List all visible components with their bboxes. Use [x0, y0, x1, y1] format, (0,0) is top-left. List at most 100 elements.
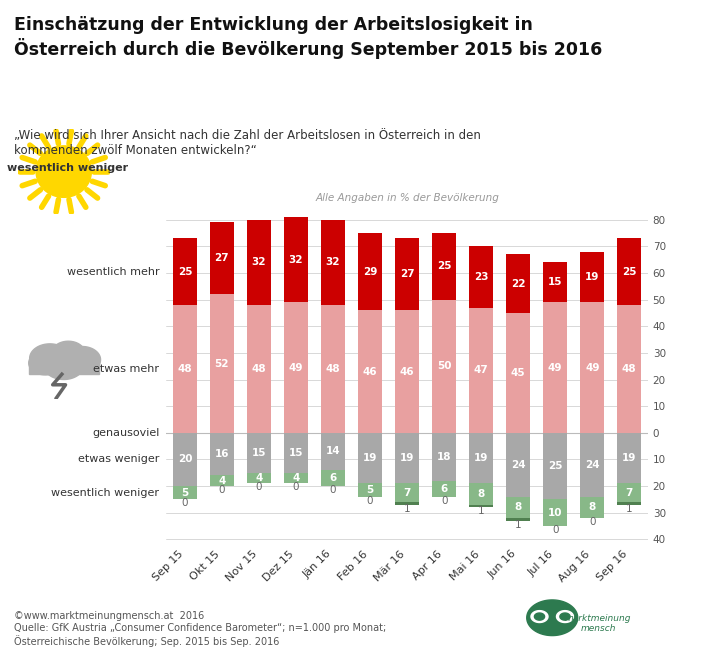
Text: 15: 15: [548, 277, 562, 287]
Bar: [247, 305, 271, 433]
Text: 27: 27: [400, 269, 414, 279]
Bar: [506, 313, 530, 433]
Text: 4: 4: [292, 473, 299, 483]
Text: 18: 18: [437, 451, 452, 462]
Text: 23: 23: [474, 272, 489, 282]
Bar: [395, 433, 419, 483]
Text: 49: 49: [548, 362, 562, 372]
Text: 20: 20: [178, 454, 192, 465]
Text: 0: 0: [256, 482, 262, 492]
Text: 0: 0: [552, 525, 559, 535]
Text: 32: 32: [252, 257, 266, 267]
Bar: [358, 483, 382, 496]
Text: 4: 4: [218, 476, 226, 486]
Text: 46: 46: [362, 366, 377, 376]
Text: 10: 10: [548, 508, 562, 517]
Text: 8: 8: [588, 502, 596, 512]
Text: 15: 15: [252, 447, 266, 457]
Bar: [210, 475, 234, 486]
Text: 8: 8: [477, 489, 485, 499]
Bar: [581, 302, 605, 433]
Text: 49: 49: [289, 362, 303, 372]
Text: 7: 7: [404, 488, 411, 498]
Text: 48: 48: [622, 364, 636, 374]
Text: marktmeinung
mensch: marktmeinung mensch: [565, 614, 632, 634]
Text: wesentlich weniger: wesentlich weniger: [6, 163, 128, 174]
Bar: [247, 433, 271, 473]
Bar: [543, 302, 567, 433]
Bar: [432, 233, 456, 300]
Bar: [617, 238, 641, 305]
Text: 1: 1: [404, 504, 411, 513]
Text: genausoviel: genausoviel: [92, 428, 159, 438]
Bar: [321, 305, 345, 433]
Text: wesentlich weniger: wesentlich weniger: [51, 488, 159, 498]
Text: 25: 25: [622, 267, 636, 277]
Text: 5: 5: [181, 488, 188, 498]
Text: 0: 0: [589, 517, 595, 527]
Polygon shape: [535, 613, 544, 620]
Bar: [506, 254, 530, 313]
Text: 1: 1: [515, 519, 522, 529]
Bar: [581, 433, 605, 496]
Bar: [395, 238, 419, 310]
Bar: [506, 433, 530, 496]
Bar: [358, 233, 382, 310]
Text: 48: 48: [251, 364, 266, 374]
Bar: [617, 483, 641, 502]
Polygon shape: [527, 600, 578, 636]
Text: ©www.marktmeinungmensch.at  2016
Quelle: GfK Austria „Consumer Confidence Barome: ©www.marktmeinungmensch.at 2016 Quelle: …: [14, 611, 387, 647]
Text: Alle Angaben in % der Bevölkerung: Alle Angaben in % der Bevölkerung: [315, 193, 499, 203]
Text: 48: 48: [326, 364, 341, 374]
Bar: [321, 470, 345, 486]
Bar: [210, 294, 234, 433]
Text: 6: 6: [440, 484, 447, 494]
Bar: [395, 483, 419, 502]
Bar: [469, 483, 493, 505]
Bar: [432, 480, 456, 496]
Text: 29: 29: [363, 267, 377, 277]
Bar: [395, 502, 419, 505]
Text: 47: 47: [474, 365, 489, 375]
Bar: [432, 433, 456, 480]
Text: 0: 0: [219, 485, 225, 495]
Text: etwas mehr: etwas mehr: [93, 364, 159, 374]
Polygon shape: [64, 346, 101, 373]
Bar: [284, 217, 308, 302]
Text: 27: 27: [215, 253, 229, 263]
Text: 0: 0: [330, 485, 336, 495]
Text: 49: 49: [585, 362, 600, 372]
Polygon shape: [531, 610, 548, 622]
Text: 0: 0: [441, 496, 447, 506]
Polygon shape: [43, 350, 84, 380]
Text: 7: 7: [626, 488, 633, 498]
Polygon shape: [560, 613, 570, 620]
Bar: [321, 433, 345, 470]
Bar: [543, 263, 567, 302]
Text: 19: 19: [363, 453, 377, 463]
Bar: [506, 518, 530, 521]
Text: 48: 48: [178, 364, 192, 374]
Text: 0: 0: [367, 496, 373, 506]
Bar: [617, 305, 641, 433]
Bar: [358, 310, 382, 433]
Polygon shape: [29, 351, 62, 375]
Text: 19: 19: [474, 453, 489, 463]
Text: 24: 24: [585, 459, 600, 470]
Bar: [173, 486, 197, 499]
Text: 32: 32: [326, 257, 341, 267]
Text: 0: 0: [182, 498, 188, 508]
Polygon shape: [30, 344, 70, 373]
Bar: [173, 433, 197, 486]
Bar: [581, 496, 605, 518]
Text: etwas weniger: etwas weniger: [78, 454, 159, 465]
Bar: [173, 305, 197, 433]
Polygon shape: [556, 610, 573, 622]
Text: 4: 4: [256, 473, 263, 483]
Bar: [210, 433, 234, 475]
Bar: [210, 222, 234, 294]
Bar: [469, 246, 493, 308]
Bar: [506, 496, 530, 518]
Text: 15: 15: [289, 447, 303, 457]
Bar: [395, 310, 419, 433]
